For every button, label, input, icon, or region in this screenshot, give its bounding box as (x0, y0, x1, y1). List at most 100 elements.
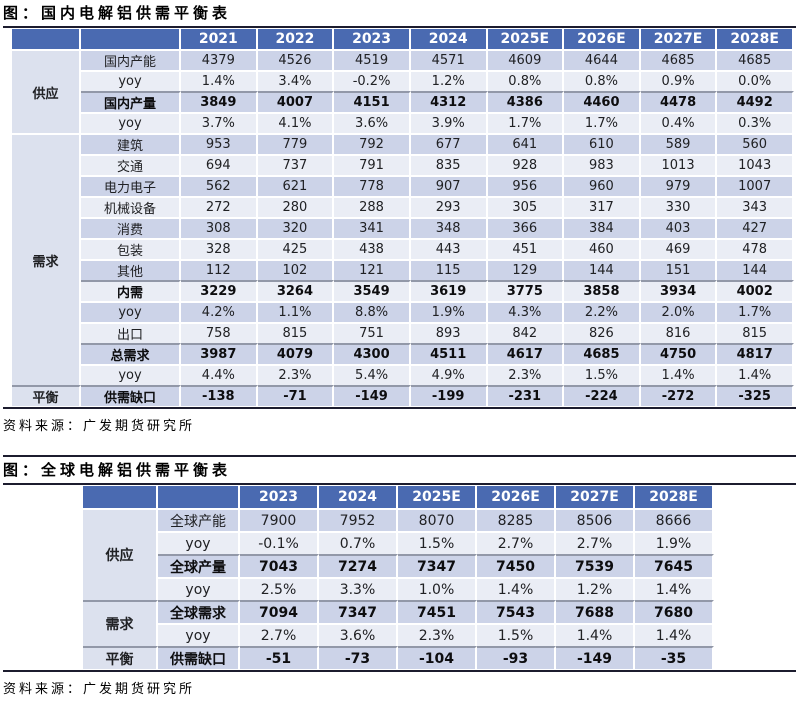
row-label: 出口 (81, 322, 181, 343)
value-cell: 4817 (717, 343, 794, 364)
row-label: 建筑 (81, 133, 181, 154)
row-label: 国内产量 (81, 91, 181, 112)
header-year-cell: 2025E (398, 486, 477, 508)
value-cell: 3987 (181, 343, 258, 364)
value-cell: 427 (717, 217, 794, 238)
header-year-cell: 2027E (640, 29, 718, 49)
header-year-cell: 2027E (556, 486, 635, 508)
group-label: 供应 (83, 508, 158, 600)
value-cell: 778 (334, 175, 411, 196)
table-row: 包装 328 425 438 443 451 460 469 478 (12, 238, 794, 259)
value-cell: 928 (487, 154, 565, 175)
value-cell: 7347 (398, 554, 477, 577)
value-cell: 7688 (556, 600, 635, 623)
figure-title: 图：国内电解铝供需平衡表 (3, 4, 232, 22)
group-label: 需求 (12, 133, 81, 385)
value-cell: 8285 (477, 508, 556, 531)
value-cell: 1.4% (477, 577, 556, 600)
value-cell: 0.8% (487, 70, 565, 91)
table-row: yoy 2.7% 3.6% 2.3% 1.5% 1.4% 1.4% (83, 623, 714, 646)
row-label: yoy (158, 623, 240, 646)
value-cell: 3.3% (319, 577, 398, 600)
value-cell: 1.1% (257, 301, 335, 322)
value-cell: 4478 (640, 91, 718, 112)
value-cell: 4386 (487, 91, 565, 112)
value-cell: 320 (257, 217, 335, 238)
value-cell: 4007 (257, 91, 335, 112)
value-cell: 641 (487, 133, 565, 154)
value-cell: 1.5% (564, 364, 641, 385)
data-table: 2021 2022 2023 2024 2025E 2026E 2027E 2028E 供应 国内… (12, 29, 794, 406)
value-cell: 4644 (564, 49, 641, 70)
row-label: 国内产能 (81, 49, 181, 70)
value-cell: 7043 (240, 554, 319, 577)
table-bottom-rule (3, 670, 796, 672)
table-row: 出口 758 815 751 893 842 826 816 815 (12, 322, 794, 343)
value-cell: 1.7% (487, 112, 565, 133)
value-cell: 1.5% (398, 531, 477, 554)
value-cell: 438 (334, 238, 411, 259)
value-cell: 384 (564, 217, 641, 238)
value-cell: -35 (635, 646, 714, 669)
value-cell: 1.4% (635, 577, 714, 600)
row-label: 电力电子 (81, 175, 181, 196)
value-cell: 815 (257, 322, 335, 343)
table-row: 交通 694 737 791 835 928 983 1013 1043 (12, 154, 794, 175)
value-cell: 4.9% (410, 364, 488, 385)
header-corner-cell (81, 29, 181, 49)
value-cell: 3549 (334, 280, 411, 301)
value-cell: 1.4% (181, 70, 258, 91)
value-cell: 3934 (640, 280, 718, 301)
value-cell: 451 (487, 238, 565, 259)
value-cell: 589 (640, 133, 718, 154)
header-year-cell: 2028E (635, 486, 714, 508)
value-cell: 317 (564, 196, 641, 217)
table-row: 需求 建筑 953 779 792 677 641 610 589 560 (12, 133, 794, 385)
row-label: 内需 (81, 280, 181, 301)
table-row: 需求 全球需求 7094 7347 7451 7543 7688 7680 (83, 600, 714, 646)
row-label: yoy (81, 70, 181, 91)
value-cell: 4151 (334, 91, 411, 112)
value-cell: 4609 (487, 49, 565, 70)
value-cell: 305 (487, 196, 565, 217)
table-row: yoy 1.4% 3.4% -0.2% 1.2% 0.8% 0.8% 0.9% 0.0% (12, 70, 794, 91)
table-row: 电力电子 562 621 778 907 956 960 979 1007 (12, 175, 794, 196)
title-rule (3, 483, 796, 485)
value-cell: 3264 (257, 280, 335, 301)
value-cell: 115 (410, 259, 488, 280)
value-cell: 791 (334, 154, 411, 175)
value-cell: 4492 (717, 91, 794, 112)
value-cell: 562 (181, 175, 258, 196)
header-year-cell: 2021 (181, 29, 258, 49)
table-row: 供应 国内产能 4379 4526 4519 4571 4609 4644 4685 4685 (12, 49, 794, 133)
value-cell: 366 (487, 217, 565, 238)
value-cell: 2.0% (640, 301, 718, 322)
value-cell: 983 (564, 154, 641, 175)
data-table: 2023 2024 2025E 2026E 2027E 2028E 供应 全球产能 7900 79… (83, 486, 714, 669)
value-cell: 341 (334, 217, 411, 238)
header-row: 2023 2024 2025E 2026E 2027E 2028E (83, 486, 714, 508)
value-cell: 348 (410, 217, 488, 238)
value-cell: 1.5% (477, 623, 556, 646)
value-cell: 469 (640, 238, 718, 259)
value-cell: 826 (564, 322, 641, 343)
row-label: yoy (81, 112, 181, 133)
value-cell: 1.0% (398, 577, 477, 600)
value-cell: 144 (717, 259, 794, 280)
value-cell: 0.8% (564, 70, 641, 91)
value-cell: 960 (564, 175, 641, 196)
value-cell: -149 (334, 385, 411, 406)
value-cell: 1.7% (717, 301, 794, 322)
value-cell: 7680 (635, 600, 714, 623)
value-cell: 4519 (334, 49, 411, 70)
table-row: 国内产量 3849 4007 4151 4312 4386 4460 4478 4492 (12, 91, 794, 112)
value-cell: 0.0% (717, 70, 794, 91)
row-label: 机械设备 (81, 196, 181, 217)
figure-title: 图：全球电解铝供需平衡表 (3, 461, 232, 479)
value-cell: 979 (640, 175, 718, 196)
value-cell: 4571 (410, 49, 488, 70)
value-cell: -138 (181, 385, 258, 406)
header-year-cell: 2024 (410, 29, 488, 49)
figure-domestic-balance: 图：国内电解铝供需平衡表 2021 2022 2023 2024 2025E 2026E 2… (3, 2, 796, 434)
value-cell: 694 (181, 154, 258, 175)
